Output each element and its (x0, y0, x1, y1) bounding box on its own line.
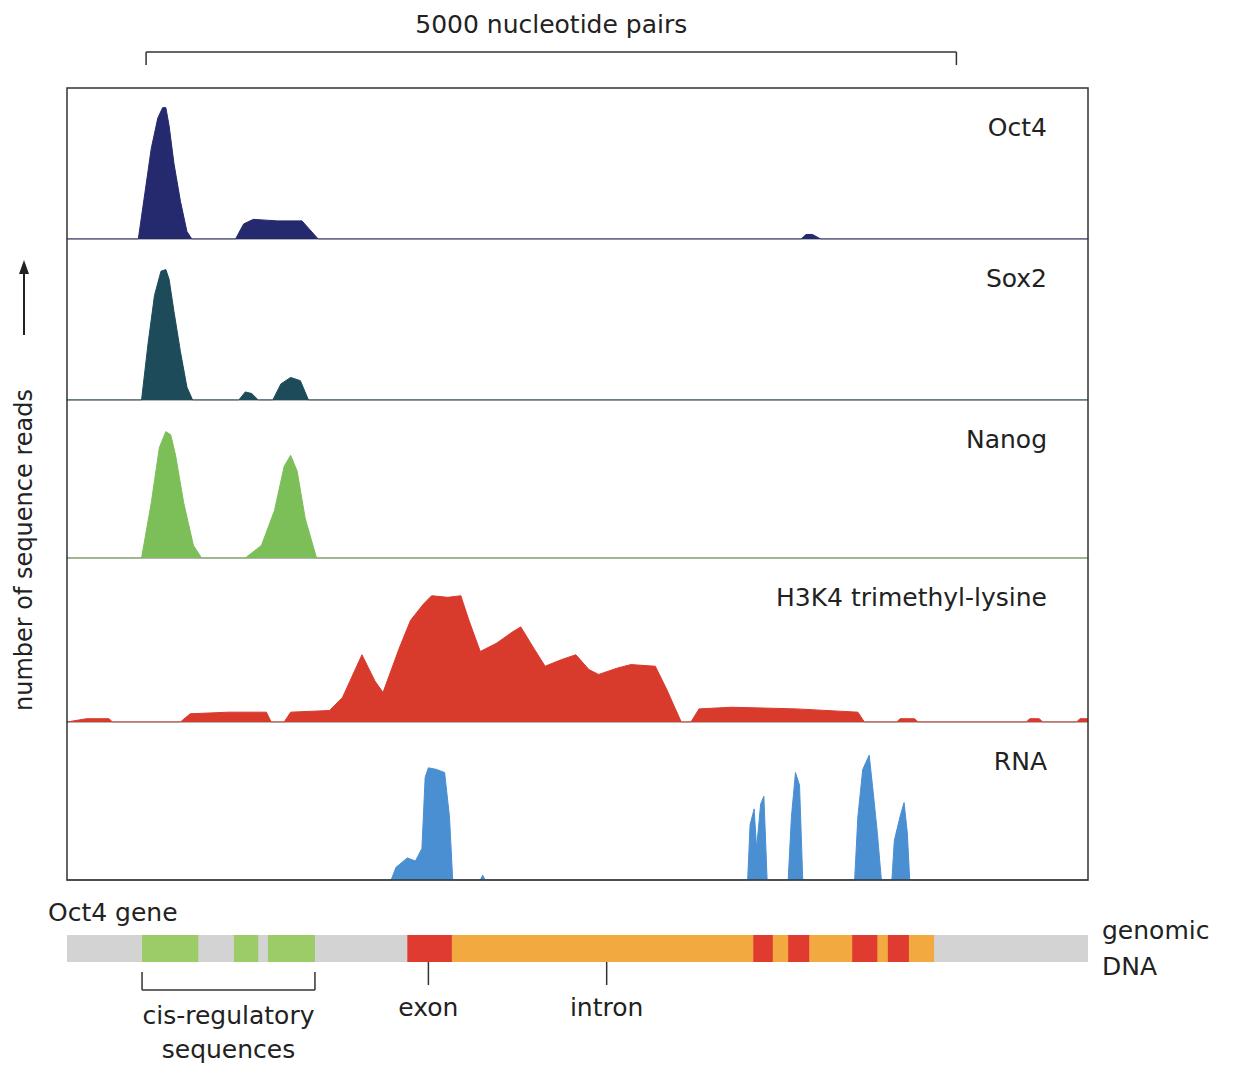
svg-text:genomic: genomic (1102, 916, 1209, 945)
svg-text:sequences: sequences (162, 1035, 296, 1064)
svg-text:Sox2: Sox2 (986, 264, 1047, 293)
svg-text:Oct4: Oct4 (988, 113, 1047, 142)
svg-text:Nanog: Nanog (966, 425, 1047, 454)
svg-text:cis-regulatory: cis-regulatory (142, 1001, 314, 1030)
svg-text:number of sequence reads: number of sequence reads (10, 389, 38, 711)
svg-text:H3K4 trimethyl-lysine: H3K4 trimethyl-lysine (776, 583, 1047, 612)
svg-text:RNA: RNA (994, 747, 1047, 776)
svg-text:intron: intron (570, 993, 643, 1022)
svg-text:DNA: DNA (1102, 952, 1157, 981)
svg-text:exon: exon (398, 993, 458, 1022)
svg-text:5000 nucleotide pairs: 5000 nucleotide pairs (415, 10, 687, 39)
svg-text:Oct4 gene: Oct4 gene (48, 898, 178, 927)
